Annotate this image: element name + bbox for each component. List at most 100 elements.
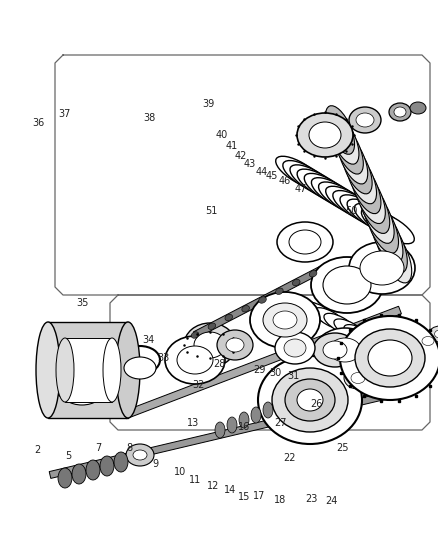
Text: 33: 33 bbox=[157, 353, 169, 363]
Ellipse shape bbox=[297, 389, 322, 411]
Ellipse shape bbox=[314, 328, 374, 372]
Ellipse shape bbox=[292, 279, 300, 286]
Ellipse shape bbox=[346, 199, 392, 231]
Ellipse shape bbox=[348, 107, 380, 133]
Ellipse shape bbox=[325, 106, 354, 154]
Ellipse shape bbox=[377, 221, 395, 251]
Ellipse shape bbox=[339, 195, 385, 227]
Ellipse shape bbox=[251, 407, 261, 423]
Ellipse shape bbox=[272, 315, 297, 335]
Ellipse shape bbox=[345, 152, 376, 204]
Ellipse shape bbox=[368, 212, 413, 244]
Text: 23: 23 bbox=[305, 495, 317, 504]
Ellipse shape bbox=[329, 115, 358, 164]
Polygon shape bbox=[123, 306, 400, 419]
Ellipse shape bbox=[313, 308, 345, 329]
Ellipse shape bbox=[328, 338, 360, 362]
Ellipse shape bbox=[393, 107, 405, 117]
Ellipse shape bbox=[391, 346, 415, 364]
Ellipse shape bbox=[208, 323, 215, 329]
Text: 36: 36 bbox=[32, 118, 44, 127]
Ellipse shape bbox=[288, 230, 320, 254]
Ellipse shape bbox=[309, 271, 316, 277]
Text: 8: 8 bbox=[126, 443, 132, 453]
Text: 27: 27 bbox=[273, 418, 286, 427]
Text: 42: 42 bbox=[234, 151, 246, 160]
Polygon shape bbox=[65, 338, 112, 402]
Text: 18: 18 bbox=[273, 495, 285, 505]
Ellipse shape bbox=[373, 342, 405, 363]
Ellipse shape bbox=[226, 338, 244, 352]
Ellipse shape bbox=[274, 332, 314, 364]
Ellipse shape bbox=[357, 180, 389, 233]
Ellipse shape bbox=[283, 339, 305, 357]
Ellipse shape bbox=[375, 351, 403, 373]
Ellipse shape bbox=[286, 392, 297, 408]
Ellipse shape bbox=[322, 341, 346, 359]
Text: 31: 31 bbox=[286, 371, 299, 381]
Text: 40: 40 bbox=[215, 130, 228, 140]
Ellipse shape bbox=[360, 183, 378, 212]
Text: 22: 22 bbox=[283, 454, 295, 463]
Ellipse shape bbox=[367, 340, 411, 376]
Text: 10: 10 bbox=[173, 467, 186, 477]
Polygon shape bbox=[49, 386, 410, 479]
Ellipse shape bbox=[323, 313, 355, 335]
Text: 12: 12 bbox=[206, 481, 219, 491]
Text: 25: 25 bbox=[336, 443, 348, 453]
Polygon shape bbox=[193, 262, 331, 338]
Ellipse shape bbox=[275, 156, 321, 188]
Ellipse shape bbox=[318, 182, 364, 214]
Ellipse shape bbox=[216, 330, 252, 360]
Text: 13: 13 bbox=[187, 418, 199, 427]
Ellipse shape bbox=[363, 336, 395, 357]
Ellipse shape bbox=[373, 218, 406, 273]
Ellipse shape bbox=[353, 171, 385, 223]
Ellipse shape bbox=[60, 375, 104, 405]
Ellipse shape bbox=[310, 257, 382, 313]
Text: 26: 26 bbox=[309, 399, 321, 409]
Ellipse shape bbox=[409, 343, 421, 353]
Ellipse shape bbox=[258, 297, 266, 303]
Ellipse shape bbox=[262, 303, 306, 337]
Ellipse shape bbox=[369, 208, 402, 263]
Ellipse shape bbox=[350, 373, 364, 384]
Text: 46: 46 bbox=[278, 176, 290, 186]
Ellipse shape bbox=[415, 332, 438, 350]
Text: 47: 47 bbox=[294, 184, 306, 194]
Ellipse shape bbox=[194, 332, 226, 358]
Text: 50: 50 bbox=[344, 206, 357, 215]
Ellipse shape bbox=[297, 169, 342, 201]
Ellipse shape bbox=[258, 356, 361, 444]
Ellipse shape bbox=[177, 346, 212, 374]
Ellipse shape bbox=[333, 124, 363, 174]
Ellipse shape bbox=[355, 113, 373, 127]
Ellipse shape bbox=[103, 338, 121, 402]
Ellipse shape bbox=[276, 222, 332, 262]
Ellipse shape bbox=[133, 450, 147, 460]
Polygon shape bbox=[48, 322, 128, 418]
Ellipse shape bbox=[434, 330, 438, 338]
Ellipse shape bbox=[116, 322, 140, 418]
Text: 24: 24 bbox=[325, 496, 337, 506]
Text: 35: 35 bbox=[76, 298, 88, 308]
Ellipse shape bbox=[238, 412, 248, 428]
Ellipse shape bbox=[282, 160, 328, 192]
Text: 11: 11 bbox=[189, 475, 201, 484]
Ellipse shape bbox=[382, 357, 396, 367]
Ellipse shape bbox=[332, 190, 378, 222]
Ellipse shape bbox=[272, 368, 347, 432]
Ellipse shape bbox=[322, 377, 332, 393]
Ellipse shape bbox=[349, 157, 363, 180]
Ellipse shape bbox=[367, 365, 381, 375]
Text: 37: 37 bbox=[59, 109, 71, 118]
Ellipse shape bbox=[353, 204, 399, 235]
Ellipse shape bbox=[304, 173, 349, 205]
Text: 15: 15 bbox=[237, 492, 249, 502]
Ellipse shape bbox=[298, 387, 308, 403]
Ellipse shape bbox=[361, 360, 387, 380]
Ellipse shape bbox=[352, 164, 369, 192]
Text: 41: 41 bbox=[225, 141, 237, 150]
Text: 45: 45 bbox=[265, 171, 277, 181]
Ellipse shape bbox=[378, 227, 411, 283]
